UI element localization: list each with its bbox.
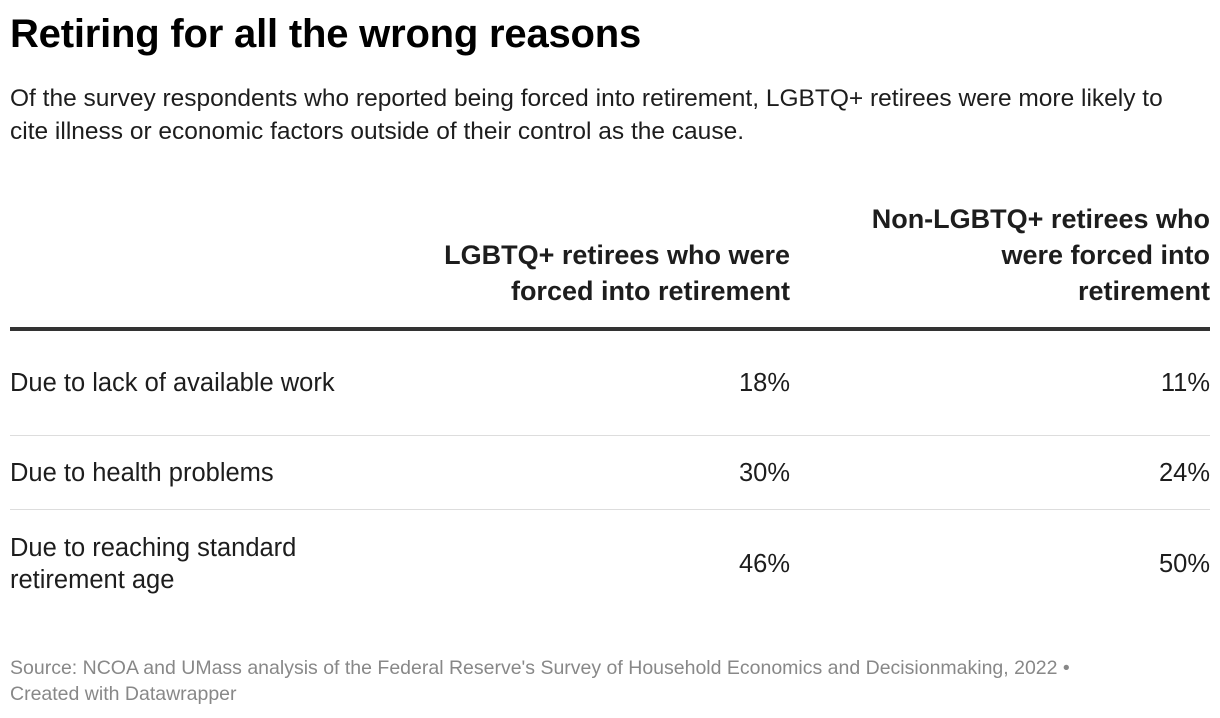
table-row: Due to reaching standard retirement age …	[10, 510, 1210, 618]
source-note: Source: NCOA and UMass analysis of the F…	[10, 657, 1070, 679]
chart-footer: Source: NCOA and UMass analysis of the F…	[10, 655, 1200, 707]
chart-subtitle: Of the survey respondents who reported b…	[10, 85, 1163, 145]
column-header-lgbtq: LGBTQ+ retirees who were forced into ret…	[444, 240, 790, 306]
table-cell-value: 11%	[1160, 369, 1210, 397]
table-cell-value: 18%	[738, 369, 790, 397]
table-row: Due to lack of available work 18% 11%	[10, 331, 1210, 436]
table-cell-value: 24%	[1158, 458, 1210, 487]
row-label: Due to health problems	[10, 458, 274, 487]
row-label: Due to lack of available work	[10, 369, 335, 397]
datawrapper-credit: Created with Datawrapper	[10, 683, 237, 705]
column-header-non-lgbtq: Non-LGBTQ+ retirees who were forced into…	[871, 204, 1210, 306]
chart-title: Retiring for all the wrong reasons	[10, 12, 642, 56]
table-header-row: LGBTQ+ retirees who were forced into ret…	[10, 200, 1210, 331]
row-label: Due to reaching standard retirement age	[10, 534, 297, 594]
table-cell-value: 46%	[738, 550, 790, 578]
table-cell-value: 50%	[1158, 550, 1210, 578]
table-cell-value: 30%	[738, 458, 790, 487]
table-row: Due to health problems 30% 24%	[10, 436, 1210, 510]
data-table: LGBTQ+ retirees who were forced into ret…	[10, 200, 1210, 618]
